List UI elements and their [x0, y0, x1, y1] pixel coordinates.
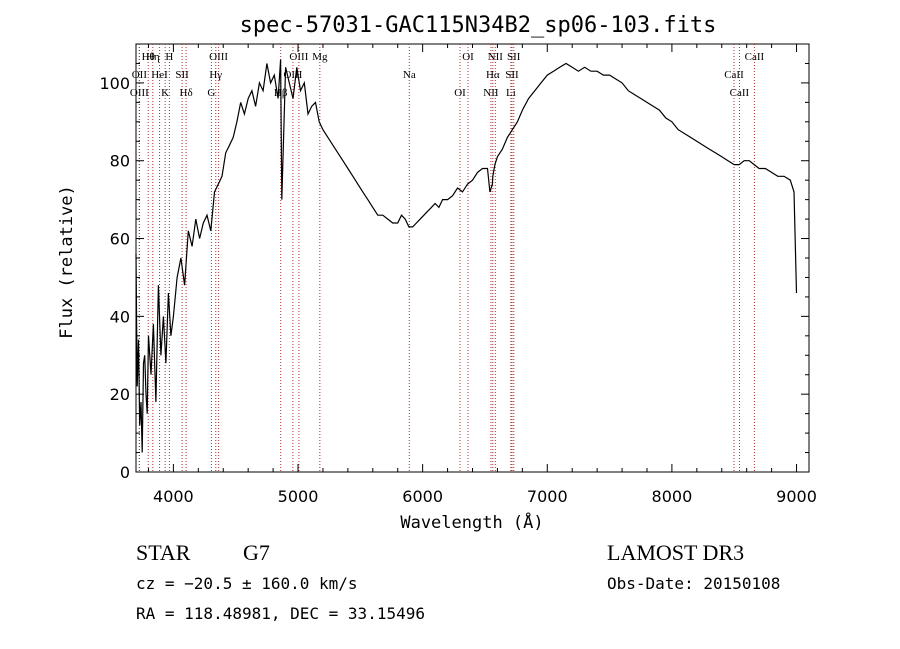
object-subclass-label: G7	[243, 540, 270, 565]
line-label: NII	[483, 87, 499, 99]
line-label: OIII	[130, 87, 149, 99]
line-label: Hθ	[142, 51, 155, 63]
line-label: Hγ	[209, 69, 222, 81]
obs-date-text: Obs-Date: 20150108	[607, 574, 780, 593]
line-label: Mg	[312, 51, 328, 63]
line-label: SII	[507, 51, 521, 63]
x-axis-ticks: 4000 5000 6000 7000 8000 9000	[147, 44, 817, 506]
line-label: OI	[462, 51, 474, 63]
y-tick-label: 80	[110, 152, 130, 171]
line-label: OII	[132, 69, 148, 81]
line-label: Hη	[146, 51, 160, 63]
x-tick-label: 6000	[402, 487, 443, 506]
x-tick-label: 4000	[153, 487, 194, 506]
redshift-text: cz = −20.5 ± 160.0 km/s	[136, 574, 358, 593]
y-axis-ticks: 0 20 40 60 80 100	[99, 62, 809, 482]
line-label: SII	[505, 69, 519, 81]
line-label: SII	[175, 69, 189, 81]
line-label: OIII	[289, 51, 308, 63]
plot-frame	[135, 43, 810, 473]
line-label: CaII	[730, 87, 750, 99]
line-label: Li	[506, 87, 516, 99]
spectral-line-labels: HθOIIOIIIHηHeIKHSIIHδOIIIHγGOIIIOIIIHβMg…	[130, 51, 765, 99]
x-tick-label: 8000	[652, 487, 693, 506]
object-class-label: STAR	[136, 540, 191, 565]
survey-label: LAMOST DR3	[607, 540, 744, 565]
spectral-line-markers	[138, 44, 755, 472]
line-label: OIII	[209, 51, 228, 63]
y-tick-label: 100	[99, 74, 130, 93]
y-tick-label: 20	[110, 385, 130, 404]
line-label: K	[161, 87, 169, 99]
y-axis-label: Flux (relative)	[57, 185, 77, 339]
line-label: Hδ	[180, 87, 193, 99]
x-tick-label: 5000	[278, 487, 319, 506]
line-label: G	[207, 87, 215, 99]
line-label: NII	[488, 51, 504, 63]
line-label: Hα	[486, 69, 500, 81]
line-label: CaII	[745, 51, 765, 63]
y-tick-label: 0	[120, 463, 130, 482]
coordinates-text: RA = 118.48981, DEC = 33.15496	[136, 604, 425, 623]
x-tick-label: 9000	[776, 487, 817, 506]
y-tick-label: 40	[110, 307, 130, 326]
line-label: CaII	[724, 69, 744, 81]
chart-title: spec-57031-GAC115N34B2_sp06-103.fits	[240, 13, 717, 38]
line-label: Na	[403, 69, 416, 81]
line-label: OI	[454, 87, 466, 99]
y-tick-label: 60	[110, 230, 130, 249]
line-label: H	[165, 51, 173, 63]
x-tick-label: 7000	[527, 487, 568, 506]
flux-series-line	[135, 59, 798, 453]
x-axis-label: Wavelength (Å)	[400, 511, 543, 533]
line-label: HeI	[151, 69, 168, 81]
